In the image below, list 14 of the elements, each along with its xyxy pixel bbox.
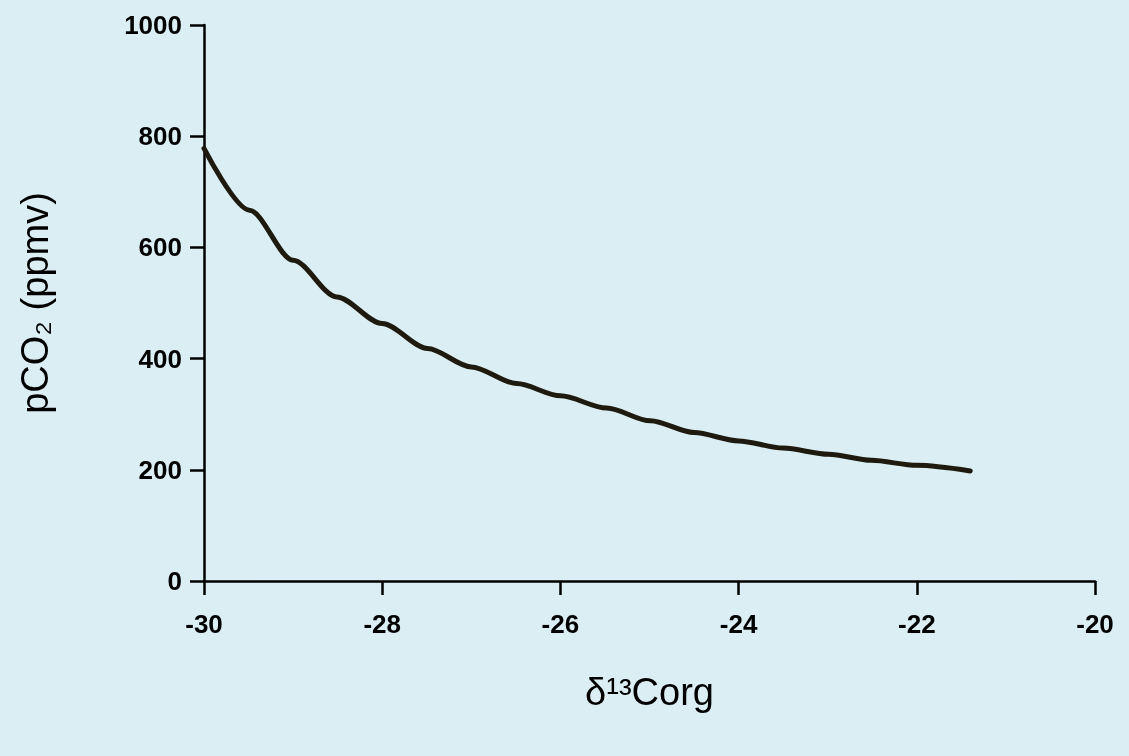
y-tick-label: 1000 [124, 10, 182, 40]
x-tick-label: -30 [185, 609, 223, 639]
y-tick-label: 0 [167, 566, 182, 596]
y-tick-label: 800 [138, 121, 182, 152]
x-tick-label: -28 [363, 609, 401, 639]
x-tick-label: -20 [1076, 609, 1114, 639]
y-tick-label: 400 [138, 343, 182, 374]
x-axis-title: δ¹³Corg [585, 671, 714, 713]
y-tick-label: 600 [138, 232, 182, 263]
x-tick-label: -24 [719, 609, 758, 639]
y-axis-title: pCO₂ (ppmv) [14, 192, 56, 414]
x-tick-label: -22 [898, 609, 936, 639]
y-tick-label: 200 [138, 454, 182, 485]
x-tick-label: -26 [541, 609, 580, 639]
